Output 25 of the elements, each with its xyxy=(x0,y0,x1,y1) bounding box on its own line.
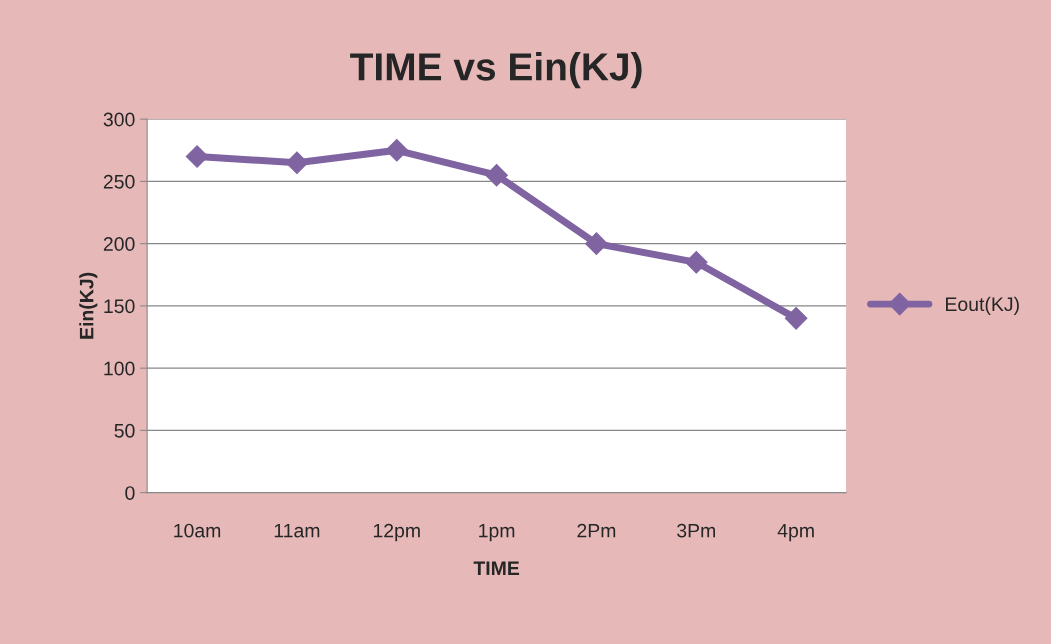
y-tick-label: 0 xyxy=(125,486,135,500)
x-tick-label: 1pm xyxy=(479,523,515,542)
x-tick-label: 4pm xyxy=(777,523,814,542)
y-tick-label: 250 xyxy=(103,174,135,189)
point xyxy=(784,307,808,330)
x-tick-label: 10am xyxy=(174,523,221,538)
point xyxy=(684,251,708,274)
x-tick-label: 3Pm xyxy=(677,523,715,538)
x-tick-label: 12pm xyxy=(373,523,420,542)
point xyxy=(185,145,209,168)
point xyxy=(385,138,409,162)
point xyxy=(585,232,608,255)
point xyxy=(285,151,309,175)
y-tick-label: 50 xyxy=(114,423,135,438)
y-tick-label: 300 xyxy=(103,112,135,127)
y-axis-title: Ein(KJ) xyxy=(79,272,98,339)
chart-title: TIME vs Ein(KJ) xyxy=(350,52,642,89)
legend-label: Eout(KJ) xyxy=(946,296,1019,315)
x-tick-label: 11am xyxy=(274,523,320,538)
x-axis-title: TIME xyxy=(473,561,520,575)
y-tick-label: 150 xyxy=(104,299,135,314)
x-tick-label: 2Pm xyxy=(577,523,616,538)
point xyxy=(485,163,508,187)
y-tick-label: 100 xyxy=(104,361,135,376)
y-tick-label: 200 xyxy=(103,237,135,251)
